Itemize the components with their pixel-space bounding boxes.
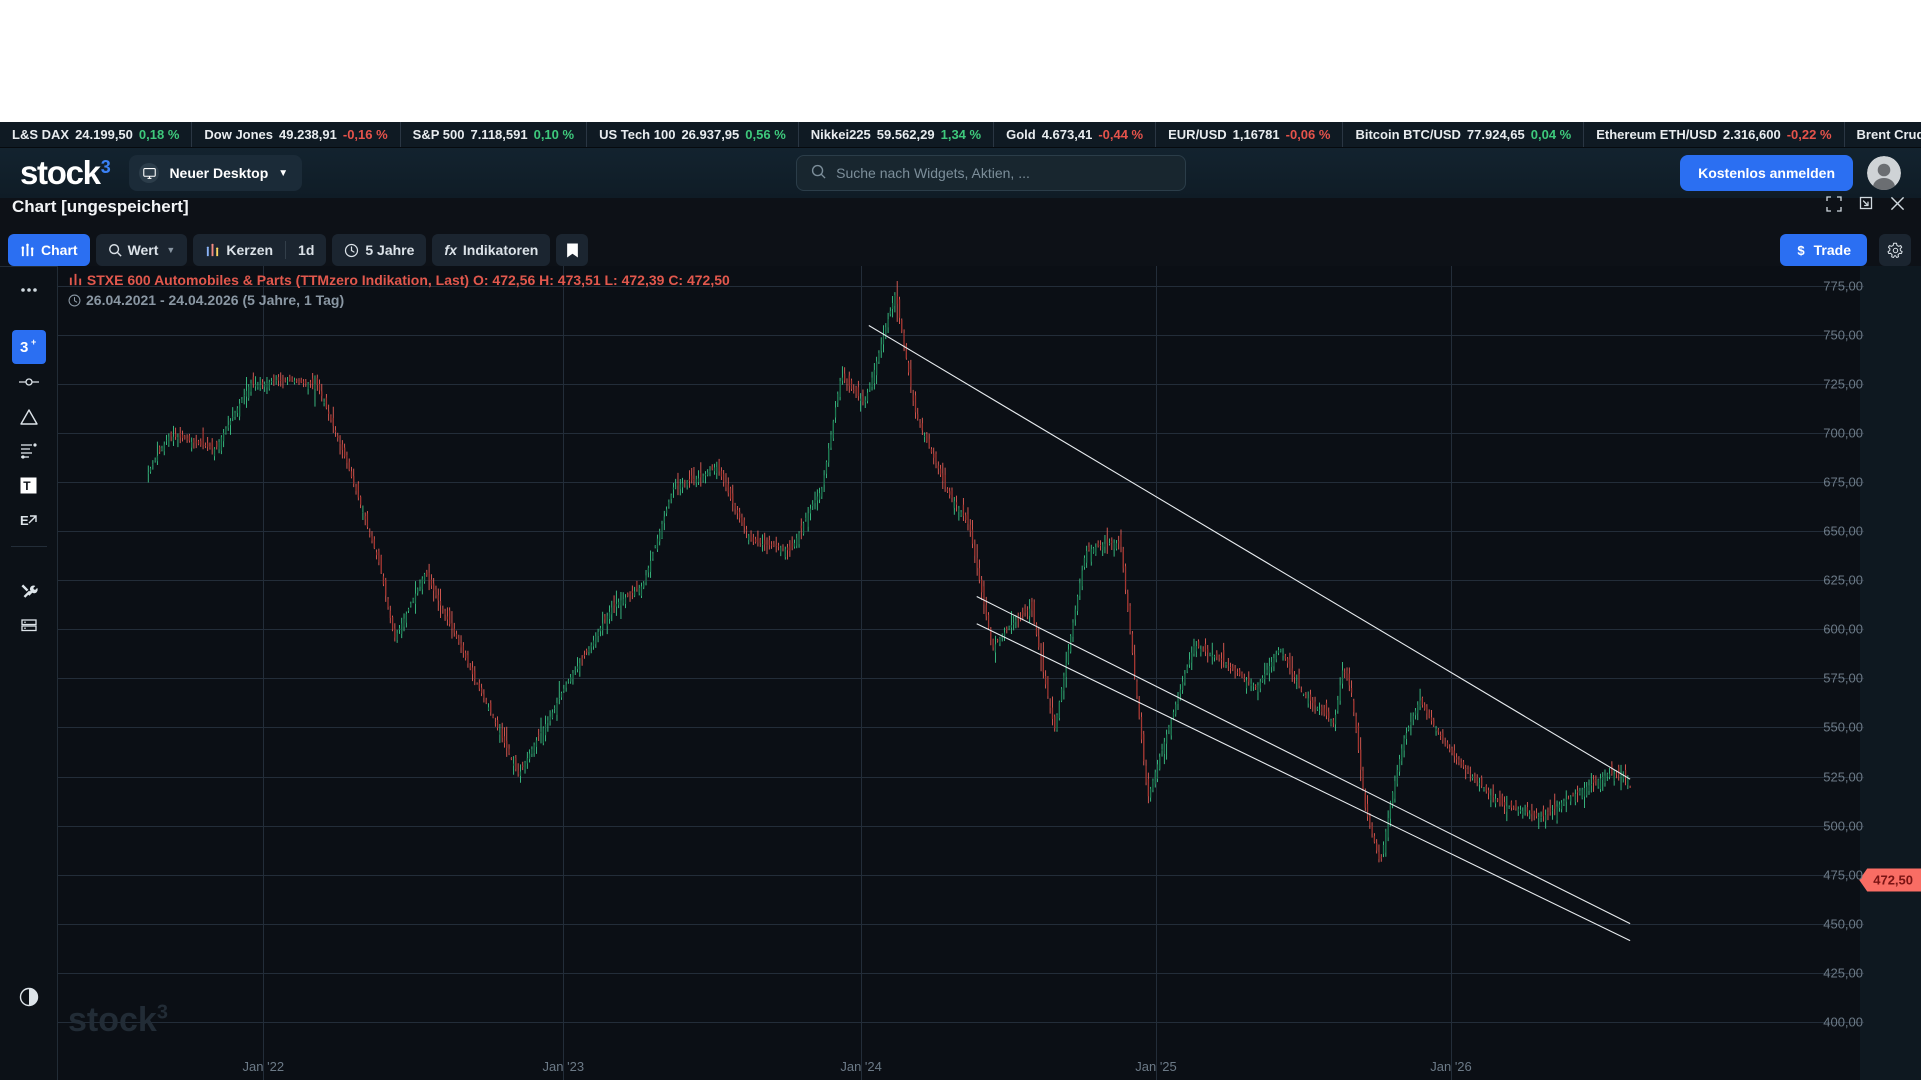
svg-text:E: E — [20, 513, 29, 528]
svg-text:3: 3 — [20, 339, 28, 356]
svg-text:+: + — [31, 337, 36, 347]
svg-text:T: T — [23, 479, 31, 493]
svg-text:$: $ — [1797, 243, 1805, 258]
